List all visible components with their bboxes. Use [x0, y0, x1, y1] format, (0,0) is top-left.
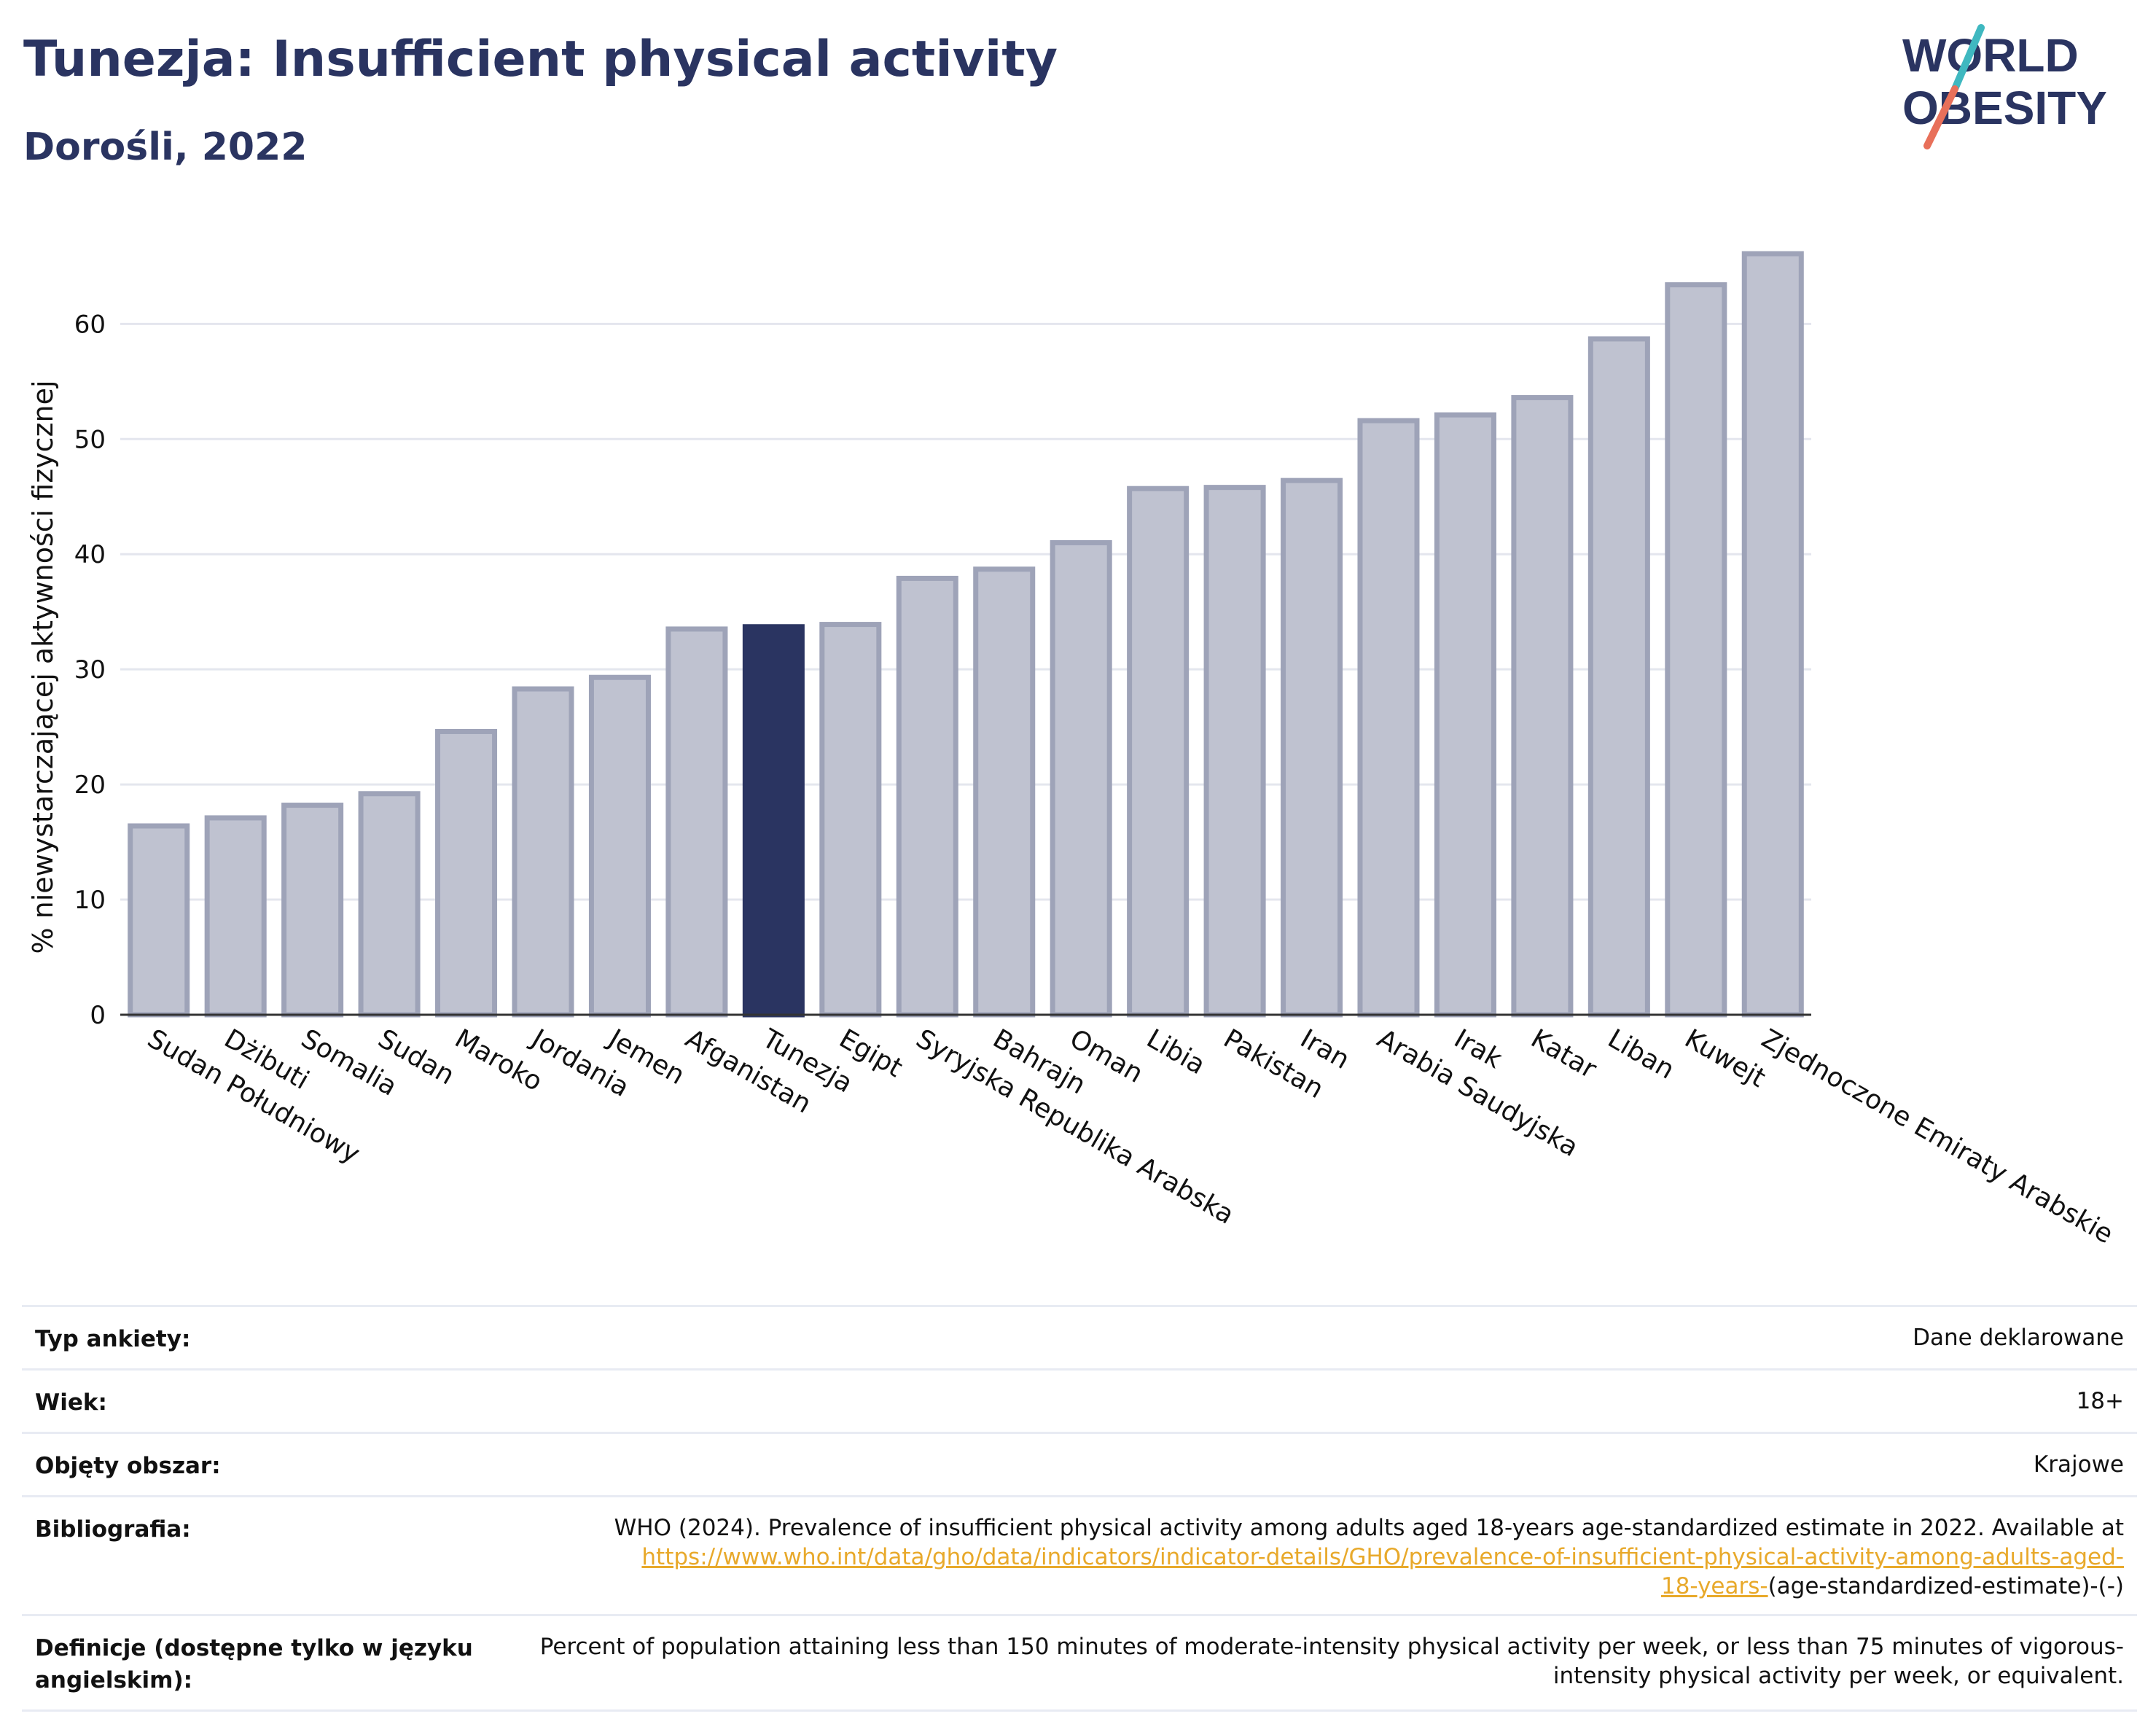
bar: [973, 566, 1036, 1018]
bibliography-link[interactable]: https://www.who.int/data/gho/data/indica…: [641, 1544, 2124, 1570]
bibliography-text: WHO (2024). Prevalence of insufficient p…: [614, 1515, 2124, 1541]
info-row-area: Objęty obszar: Krajowe: [22, 1432, 2137, 1495]
y-tick-label: 50: [74, 425, 106, 454]
bar: [665, 626, 728, 1018]
bar: [358, 791, 421, 1018]
world-obesity-logo: WORLD OBESITY: [1902, 24, 2107, 149]
info-row-definition: Definicje (dostępne tylko w języku angie…: [22, 1614, 2137, 1712]
y-tick-label: 60: [74, 310, 106, 339]
bar: [204, 815, 267, 1018]
info-label: Objęty obszar:: [35, 1453, 221, 1479]
x-tick-label: Liban: [1603, 1024, 1679, 1085]
info-value: Krajowe: [2033, 1451, 2124, 1478]
info-row-age: Wiek: 18+: [22, 1368, 2137, 1432]
logo-slash-coral: [1923, 85, 1958, 149]
chart-subtitle: Dorośli, 2022: [23, 125, 308, 169]
bar: [1357, 418, 1420, 1018]
bar: [1511, 394, 1574, 1018]
y-tick-label: 10: [74, 886, 106, 915]
bar: [1281, 477, 1343, 1018]
definition-value: Percent of population attaining less tha…: [539, 1634, 2124, 1689]
bar: [128, 823, 190, 1018]
bars: [128, 251, 1804, 1018]
bar: [1127, 486, 1190, 1018]
x-tick-label: Maroko: [450, 1024, 547, 1097]
x-tick-label: Zjednoczone Emiraty Arabskie: [1757, 1024, 2118, 1249]
bar: [896, 575, 958, 1018]
info-label: Bibliografia:: [35, 1516, 191, 1543]
bar: [1665, 282, 1727, 1018]
bar: [435, 728, 498, 1018]
bar: [1203, 485, 1266, 1018]
y-tick-label: 30: [74, 655, 106, 685]
y-tick-label: 20: [74, 771, 106, 800]
info-value: 18+: [2076, 1388, 2124, 1414]
x-tick-label: Katar: [1526, 1024, 1601, 1085]
bar: [588, 674, 651, 1018]
bar: [819, 622, 882, 1018]
bar: [1587, 336, 1650, 1018]
bar: [281, 803, 344, 1018]
bar: [1434, 412, 1496, 1018]
logo-slash-teal: [1951, 24, 1985, 93]
info-row-survey-type: Typ ankiety: Dane deklarowane: [22, 1305, 2137, 1368]
y-tick-label: 40: [74, 540, 106, 569]
y-tick-label: 0: [90, 1001, 106, 1030]
x-tick-label: Libia: [1141, 1024, 1210, 1080]
y-tick-labels: 0 10 20 30 40 50 60: [74, 310, 106, 1030]
info-label: Definicje (dostępne tylko w języku angie…: [35, 1635, 473, 1693]
chart-title: Tunezja: Insufficient physical activity: [23, 31, 1058, 88]
bibliography-suffix: (age-standardized-estimate)-(-): [1768, 1573, 2124, 1599]
x-tick-label: Kuwejt: [1679, 1024, 1770, 1093]
logo-line-1: WORLD: [1902, 29, 2079, 82]
info-label: Wiek:: [35, 1389, 107, 1416]
y-axis-label: % niewystarczającej aktywności fizycznej: [27, 380, 59, 954]
bar: [1741, 251, 1804, 1018]
info-row-bibliography: Bibliografia: WHO (2024). Prevalence of …: [22, 1495, 2137, 1614]
bar: [1050, 539, 1112, 1018]
info-label: Typ ankiety:: [35, 1326, 191, 1352]
bar-highlighted: [742, 624, 805, 1018]
x-tick-labels: Sudan PołudniowyDżibutiSomaliaSudanMarok…: [142, 1023, 2118, 1249]
bibliography-link-continued[interactable]: 18-years-: [1660, 1573, 1768, 1599]
bar-chart: 0 10 20 30 40 50 60 Sudan PołudniowyDżibutiSom…: [27, 251, 2118, 1249]
bar: [512, 686, 574, 1018]
bibliography-value: WHO (2024). Prevalence of insufficient p…: [614, 1513, 2124, 1601]
info-table: Typ ankiety: Dane deklarowane Wiek: 18+ …: [22, 1305, 2137, 1712]
info-value: Dane deklarowane: [1913, 1325, 2124, 1351]
